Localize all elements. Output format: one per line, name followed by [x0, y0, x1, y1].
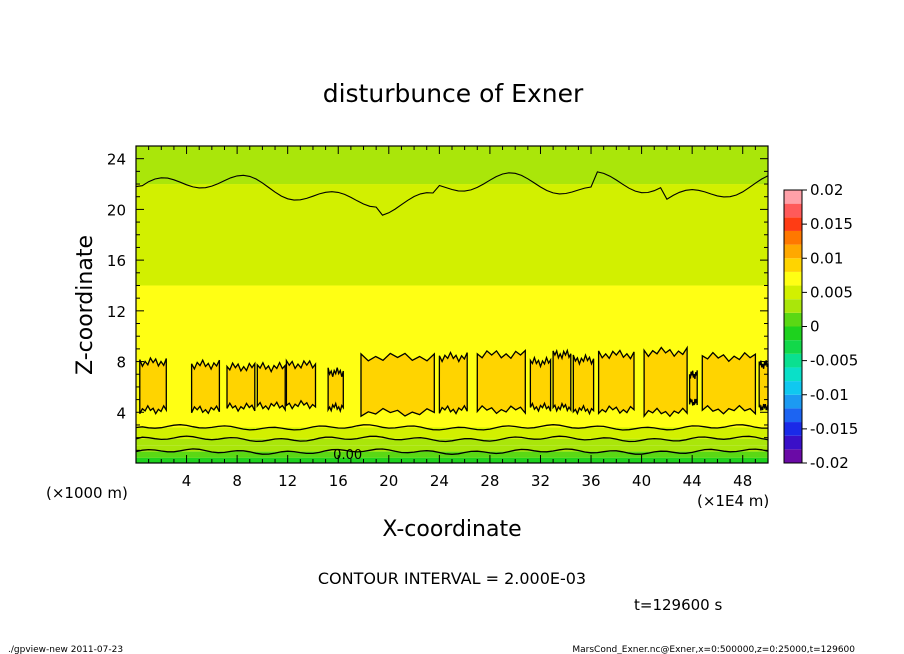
colorbar-swatch	[784, 299, 802, 313]
colorbar-swatch	[784, 340, 802, 354]
x-tick-label: 44	[683, 472, 702, 490]
y-axis-label: Z-coordinate	[73, 235, 98, 375]
contour-line-upper	[135, 171, 769, 216]
colorbar-tick-label: 0.005	[810, 283, 853, 301]
colorbar-swatch	[784, 230, 802, 245]
x-axis-ticks: 4 8 12 16 20 24 28 32 36 40 44 48	[148, 146, 756, 490]
x-tick-label: 4	[182, 472, 192, 490]
y-tick-label: 20	[107, 201, 126, 219]
core-cell-6	[360, 352, 435, 418]
y-unit-label: (×1000 m)	[46, 484, 128, 502]
core-cell-10	[552, 348, 572, 413]
time-text: t=129600 s	[634, 596, 722, 614]
core-cell-8	[476, 348, 526, 415]
colorbar-tick-label: -0.01	[810, 386, 849, 404]
colorbar-swatch	[784, 449, 802, 463]
colorbar-swatch	[784, 326, 802, 341]
x-tick-label: 36	[581, 472, 600, 490]
x-tick-label: 20	[379, 472, 398, 490]
x-tick-label: 32	[531, 472, 550, 490]
y-tick-label: 24	[107, 151, 126, 169]
colorbar-tick-label: -0.005	[810, 352, 858, 370]
contour-label: 0.00	[333, 448, 362, 463]
field-band-6	[136, 184, 768, 286]
colorbar-swatch	[784, 271, 802, 286]
colorbar-swatch	[784, 190, 802, 204]
colorbar-swatch	[784, 203, 802, 218]
y-axis-ticks: 4 8 12 16 20 24	[107, 151, 768, 451]
colorbar-swatch	[784, 435, 802, 450]
x-axis-label: X-coordinate	[382, 517, 521, 542]
colorbar-swatch	[784, 408, 802, 423]
core-cell-4	[285, 358, 317, 410]
x-unit-label: (×1E4 m)	[697, 492, 769, 510]
core-cell-12	[597, 349, 635, 416]
chart-title: disturbunce of Exner	[323, 79, 584, 108]
x-tick-label: 8	[232, 472, 242, 490]
core-cell-11	[572, 353, 595, 416]
colorbar: 0.02 0.015 0.01 0.005 0 -0.005 -0.01 -0.015 -0.0…	[783, 181, 858, 472]
contour-line-0	[135, 448, 769, 455]
core-cell-9	[529, 355, 552, 413]
x-tick-label: 48	[733, 472, 752, 490]
colorbar-tick-label: -0.02	[810, 454, 849, 472]
x-tick-label: 24	[430, 472, 449, 490]
colorbar-swatch	[784, 422, 802, 436]
colorbar-swatch	[784, 381, 802, 395]
x-tick-label: 12	[278, 472, 297, 490]
core-cell-14	[688, 370, 698, 406]
y-tick-label: 12	[107, 303, 126, 321]
colorbar-swatch	[784, 394, 802, 409]
core-cell-0	[139, 356, 167, 416]
colorbar-tick-label: 0	[810, 318, 820, 336]
field-band-7	[136, 146, 768, 185]
plot-area: 0.00	[135, 145, 769, 464]
contour-line-2	[135, 424, 768, 431]
contour-line-1	[135, 435, 769, 443]
core-cell-15	[701, 351, 757, 416]
colorbar-tick-label: 0.015	[810, 215, 853, 233]
x-tick-label: 16	[329, 472, 348, 490]
colorbar-swatch	[784, 353, 802, 368]
footer-left-text: ./gpview-new 2011-07-23	[8, 645, 123, 654]
y-tick-label: 8	[116, 354, 126, 372]
field-band-3	[136, 438, 768, 446]
core-cell-7	[438, 350, 468, 415]
y-tick-label: 16	[107, 252, 126, 270]
colorbar-swatch	[784, 312, 802, 327]
x-tick-label: 28	[480, 472, 499, 490]
colorbar-swatch	[784, 244, 802, 259]
field-band-2	[136, 445, 768, 452]
core-cell-13	[643, 345, 688, 418]
colorbar-swatch	[784, 217, 802, 231]
footer-right-text: MarsCond_Exner.nc@Exner,x=0:500000,z=0:2…	[572, 645, 855, 654]
core-cell-5	[327, 367, 344, 414]
colorbar-swatch	[784, 367, 802, 382]
core-cell-1	[190, 358, 221, 415]
contour-interval-text: CONTOUR INTERVAL = 2.000E-03	[318, 569, 586, 588]
colorbar-swatch	[784, 285, 802, 300]
core-cell-16	[758, 360, 769, 411]
y-tick-label: 4	[116, 404, 126, 422]
x-tick-label: 40	[632, 472, 651, 490]
core-cell-2	[226, 361, 256, 413]
colorbar-tick-label: 0.02	[810, 181, 843, 199]
colorbar-tick-label: -0.015	[810, 420, 858, 438]
colorbar-tick-label: 0.01	[810, 249, 843, 267]
field-band-4	[136, 427, 768, 439]
core-cell-3	[256, 361, 286, 412]
colorbar-swatch	[784, 258, 802, 272]
